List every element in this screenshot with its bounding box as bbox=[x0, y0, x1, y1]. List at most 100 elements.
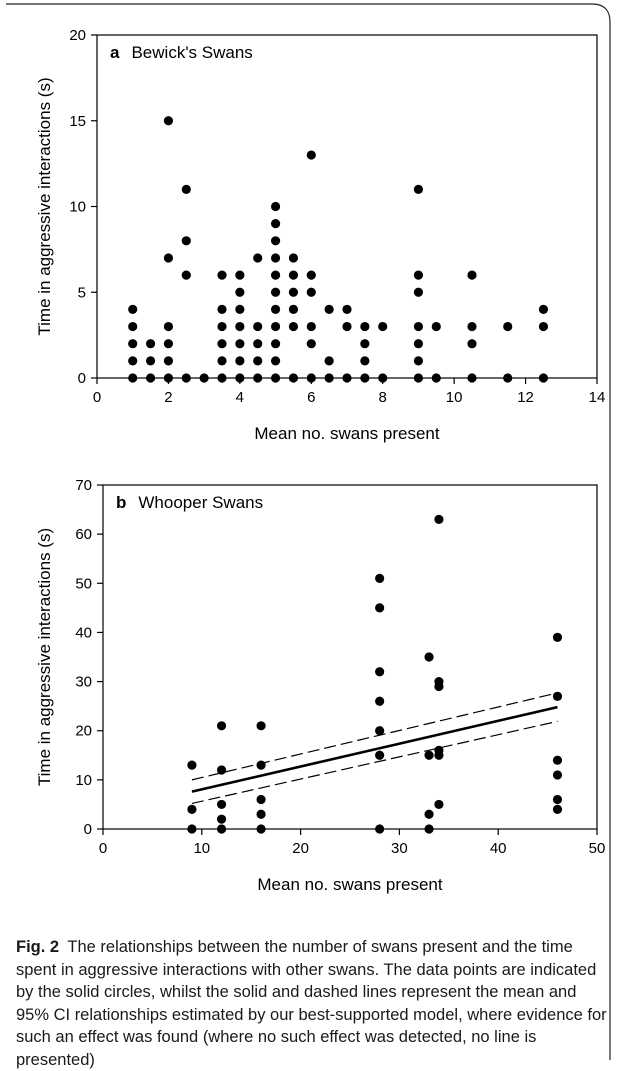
data-point bbox=[270, 201, 281, 212]
data-point bbox=[375, 667, 385, 677]
data-point bbox=[128, 321, 138, 332]
panel-letter: b bbox=[116, 493, 126, 512]
data-point bbox=[360, 339, 370, 349]
y-tick-label: 15 bbox=[69, 113, 86, 130]
data-point bbox=[216, 765, 227, 775]
data-point bbox=[270, 339, 281, 349]
data-point bbox=[306, 373, 316, 383]
data-point bbox=[467, 339, 477, 349]
panel-letter: a bbox=[110, 43, 120, 62]
data-point bbox=[163, 321, 174, 332]
x-tick-label: 10 bbox=[193, 840, 210, 857]
data-point bbox=[434, 514, 444, 525]
data-point bbox=[552, 794, 563, 805]
data-point bbox=[552, 755, 563, 765]
x-axis-title: Mean no. swans present bbox=[254, 424, 439, 443]
y-tick-label: 20 bbox=[75, 723, 92, 740]
data-point bbox=[342, 373, 352, 383]
data-point bbox=[270, 270, 281, 280]
data-point bbox=[187, 804, 197, 814]
x-tick-label: 40 bbox=[490, 840, 507, 857]
data-point bbox=[378, 373, 388, 383]
data-point bbox=[375, 750, 385, 760]
data-point bbox=[552, 691, 563, 701]
data-point bbox=[235, 339, 245, 349]
data-point bbox=[145, 339, 156, 349]
data-point bbox=[306, 287, 316, 297]
data-point bbox=[256, 794, 266, 805]
data-point bbox=[288, 270, 299, 280]
data-point bbox=[467, 270, 477, 280]
x-tick-label: 2 bbox=[164, 389, 172, 406]
data-point bbox=[253, 356, 263, 366]
y-tick-label: 20 bbox=[69, 27, 86, 44]
x-tick-label: 10 bbox=[446, 389, 463, 406]
data-point bbox=[306, 150, 316, 160]
data-point bbox=[288, 304, 299, 314]
data-point bbox=[424, 809, 434, 819]
caption-label: Fig. 2 bbox=[16, 938, 60, 956]
data-point bbox=[413, 339, 424, 349]
data-point bbox=[235, 270, 245, 280]
data-point bbox=[187, 824, 197, 834]
data-point bbox=[467, 321, 477, 332]
data-point bbox=[413, 321, 424, 332]
data-point bbox=[324, 356, 334, 366]
data-point bbox=[217, 270, 227, 280]
data-point bbox=[253, 321, 263, 332]
data-point bbox=[256, 824, 266, 834]
x-axis-title: Mean no. swans present bbox=[257, 875, 442, 894]
data-point bbox=[145, 373, 156, 383]
data-point bbox=[217, 339, 227, 349]
ci-lower-line bbox=[191, 720, 558, 805]
data-point bbox=[306, 321, 316, 332]
data-point bbox=[467, 373, 477, 383]
data-point bbox=[256, 760, 266, 770]
data-point bbox=[163, 253, 174, 263]
x-tick-label: 12 bbox=[517, 389, 534, 406]
panel-label: b Whooper Swans bbox=[116, 493, 263, 512]
data-point bbox=[288, 287, 299, 297]
data-point bbox=[270, 253, 281, 263]
data-point bbox=[181, 236, 191, 246]
data-point bbox=[288, 373, 299, 383]
data-point bbox=[413, 270, 424, 280]
data-point bbox=[256, 721, 266, 731]
data-point bbox=[324, 304, 334, 314]
panel-label: a Bewick's Swans bbox=[110, 43, 253, 62]
data-point bbox=[128, 304, 138, 314]
data-point bbox=[253, 373, 263, 383]
data-point bbox=[181, 373, 191, 383]
data-point bbox=[217, 373, 227, 383]
ci-upper-line bbox=[191, 692, 558, 781]
data-point bbox=[431, 321, 441, 332]
data-point bbox=[235, 356, 245, 366]
data-point bbox=[434, 676, 444, 687]
data-point bbox=[342, 321, 352, 332]
figure-canvas: 0 2 4 6 8 10 12 14 0 5 10 15 20 Mean no. swans presen… bbox=[35, 27, 605, 894]
data-point bbox=[360, 373, 370, 383]
data-point bbox=[235, 304, 245, 314]
y-tick-label: 10 bbox=[75, 772, 92, 789]
data-point bbox=[538, 373, 549, 383]
y-tick-label: 10 bbox=[69, 199, 86, 216]
data-point bbox=[375, 603, 385, 613]
y-tick-label: 30 bbox=[75, 674, 92, 691]
x-tick-label: 8 bbox=[379, 389, 387, 406]
data-point bbox=[270, 219, 281, 229]
y-tick-label: 5 bbox=[78, 284, 86, 301]
data-point bbox=[378, 321, 388, 332]
data-point bbox=[145, 356, 156, 366]
panel-title: Bewick's Swans bbox=[131, 43, 252, 62]
data-point bbox=[306, 339, 316, 349]
data-point bbox=[216, 721, 227, 731]
y-tick-label: 50 bbox=[75, 575, 92, 592]
data-point bbox=[434, 799, 444, 810]
y-axis-title: Time in aggressive interactions (s) bbox=[35, 528, 54, 786]
data-point bbox=[235, 321, 245, 332]
data-point bbox=[288, 253, 299, 263]
data-point bbox=[270, 321, 281, 332]
data-point bbox=[538, 304, 549, 314]
data-point bbox=[181, 184, 191, 194]
x-tick-label: 30 bbox=[391, 840, 408, 857]
